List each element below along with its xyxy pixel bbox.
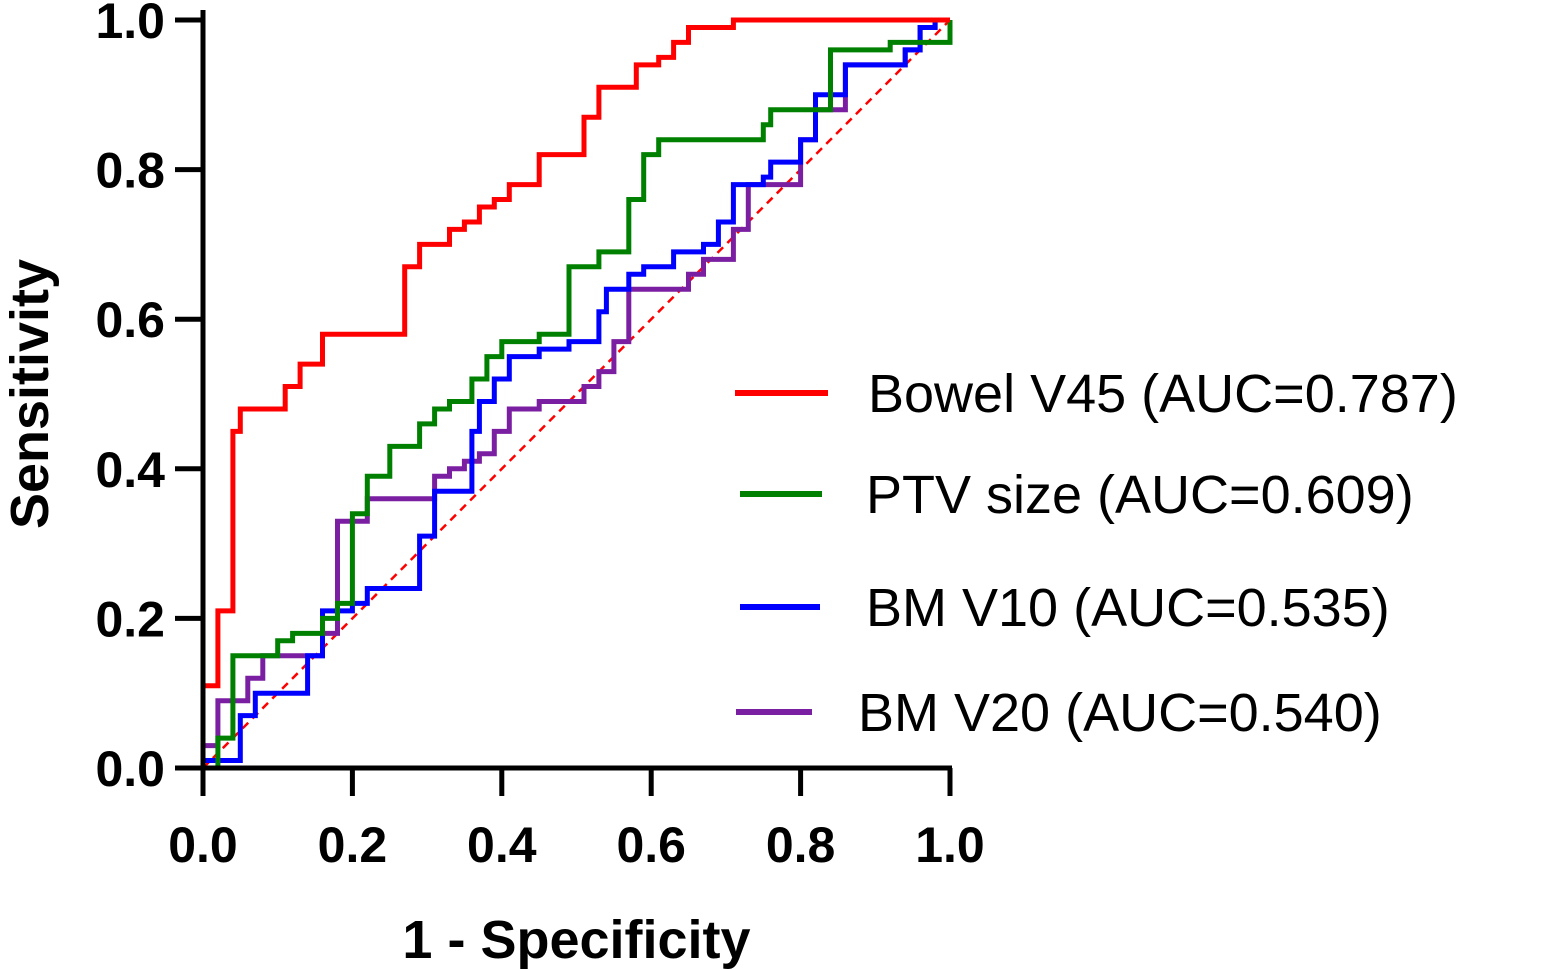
y-tick-label: 0.4 xyxy=(95,442,165,498)
series-line-0 xyxy=(200,17,950,768)
axes xyxy=(175,10,952,771)
x-tick-label: 1.0 xyxy=(915,817,985,873)
y-tick-label: 0.0 xyxy=(95,741,165,797)
series-line-1 xyxy=(215,20,953,768)
y-tick-label: 1.0 xyxy=(95,0,165,49)
x-tick-label: 0.0 xyxy=(168,817,238,873)
y-tick-label: 0.8 xyxy=(95,143,165,199)
x-axis-title: 1 - Specificity xyxy=(402,910,750,970)
series-line-2 xyxy=(200,20,938,768)
legend-label-3: BM V20 (AUC=0.540) xyxy=(858,683,1382,743)
x-tick-label: 0.2 xyxy=(318,817,388,873)
y-tick-label: 0.6 xyxy=(95,292,165,348)
legend: Bowel V45 (AUC=0.787) PTV size (AUC=0.609… xyxy=(735,364,1458,743)
plot-area xyxy=(200,17,953,769)
legend-label-0: Bowel V45 (AUC=0.787) xyxy=(868,364,1458,424)
x-tick-label: 0.4 xyxy=(467,817,537,873)
legend-label-2: BM V10 (AUC=0.535) xyxy=(866,578,1390,638)
y-axis-title: Sensitivity xyxy=(0,259,60,529)
x-tick-label: 0.8 xyxy=(766,817,836,873)
legend-label-1: PTV size (AUC=0.609) xyxy=(866,465,1414,525)
y-tick-label: 0.2 xyxy=(95,591,165,647)
ticks: 0.0 0.2 0.4 0.6 0.8 1.0 0.0 0.2 0.4 0.6 0.8 1.0 xyxy=(95,0,984,873)
x-tick-label: 0.6 xyxy=(616,817,686,873)
